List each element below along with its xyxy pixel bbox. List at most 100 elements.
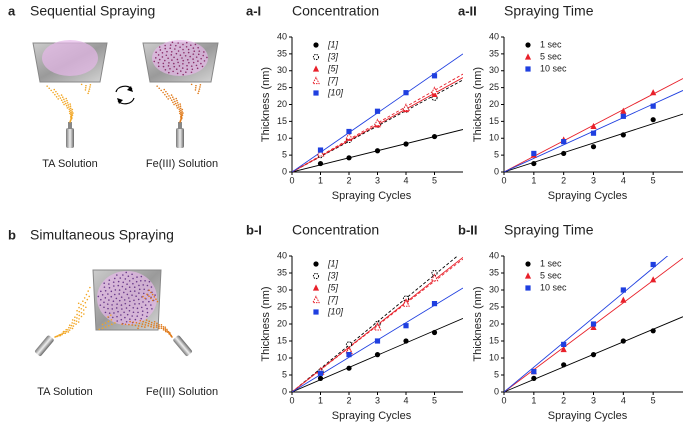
spray-dot [83, 297, 86, 299]
spray-dot [71, 327, 74, 330]
legend-label: [3] [327, 51, 339, 61]
point [403, 90, 409, 96]
dot [146, 284, 149, 287]
dot [161, 56, 164, 58]
dot [175, 52, 178, 55]
spray-dot [64, 330, 66, 333]
dot [137, 298, 140, 301]
dot [169, 67, 171, 70]
dot [142, 284, 145, 286]
dot [122, 274, 124, 276]
spray-dot [61, 333, 63, 336]
dot [197, 46, 199, 49]
y-tick-label: 15 [489, 116, 499, 126]
legend-label: [5] [327, 282, 339, 292]
spray-dot [142, 295, 144, 298]
spray-dot [138, 322, 141, 325]
legend-label: 5 sec [540, 270, 562, 280]
spray-dot [153, 323, 156, 325]
spray-dot [153, 296, 156, 298]
dot [115, 307, 118, 309]
point [620, 107, 627, 114]
dot [181, 57, 183, 59]
dot [125, 271, 128, 274]
dot [197, 53, 200, 56]
spray-dot [70, 113, 72, 116]
dot [191, 68, 194, 71]
y-tick-label: 40 [277, 31, 287, 41]
dot [143, 288, 146, 291]
legend-marker [312, 295, 320, 304]
dot [167, 65, 170, 67]
dot [113, 312, 115, 314]
spray-dot [84, 87, 87, 89]
spray-dot [175, 97, 177, 100]
dot [136, 315, 139, 317]
spray-dot [199, 86, 201, 88]
spray-dot [163, 88, 166, 91]
dot [190, 71, 193, 74]
panel-label: b-II [458, 222, 478, 237]
dot [176, 72, 179, 75]
spray-dot [164, 327, 167, 330]
spray-dot [46, 85, 48, 87]
dot [164, 44, 166, 47]
point [560, 345, 567, 353]
spray-dot [166, 330, 168, 332]
dot [133, 286, 136, 289]
x-tick-label: 5 [651, 175, 656, 185]
dot [151, 308, 153, 310]
spray-dot [69, 119, 72, 122]
spray-dot [57, 98, 60, 100]
spray-dot [114, 322, 116, 324]
x-axis-label: Spraying Cycles [332, 410, 412, 422]
dot [187, 48, 190, 51]
spray-dot [62, 330, 65, 333]
spray-dot [147, 324, 150, 327]
dot [185, 45, 188, 48]
point [620, 132, 626, 138]
dot [128, 304, 131, 307]
spray-dot [59, 97, 62, 99]
spray-dot [179, 116, 182, 118]
spray-dot [179, 105, 182, 107]
dot [190, 65, 193, 67]
spray-dot [197, 92, 199, 95]
point [590, 321, 597, 327]
dot [107, 293, 109, 295]
spray-dot [181, 108, 184, 111]
spray-dot [137, 327, 139, 330]
dot [108, 299, 110, 301]
dot [121, 308, 123, 310]
spray-dot [167, 98, 170, 100]
spray-dot [107, 324, 110, 327]
y-tick-label: 10 [489, 352, 499, 362]
dot [125, 307, 128, 309]
dot [116, 303, 118, 305]
spray-dot [61, 96, 64, 99]
dot [128, 310, 131, 312]
y-tick-label: 5 [494, 369, 499, 379]
y-tick-label: 5 [282, 369, 287, 379]
spray-dot [162, 325, 165, 328]
dot [202, 54, 205, 57]
point [431, 133, 438, 140]
point [430, 273, 439, 282]
dot [108, 286, 111, 289]
legend-label: [1] [327, 258, 339, 268]
spray-dot [162, 327, 165, 330]
panel-label: b-I [246, 222, 262, 237]
spray-dot [166, 328, 168, 331]
dot [186, 58, 189, 61]
point [531, 160, 537, 167]
spray-dot [69, 120, 71, 123]
dot [110, 290, 113, 293]
dot [119, 277, 122, 279]
legend-label: [5] [327, 63, 339, 73]
spray-dot [190, 83, 193, 86]
spray-dot [67, 104, 70, 106]
dot [108, 283, 110, 285]
spray-dot [52, 91, 54, 94]
dot [132, 306, 135, 309]
dot [112, 281, 115, 283]
